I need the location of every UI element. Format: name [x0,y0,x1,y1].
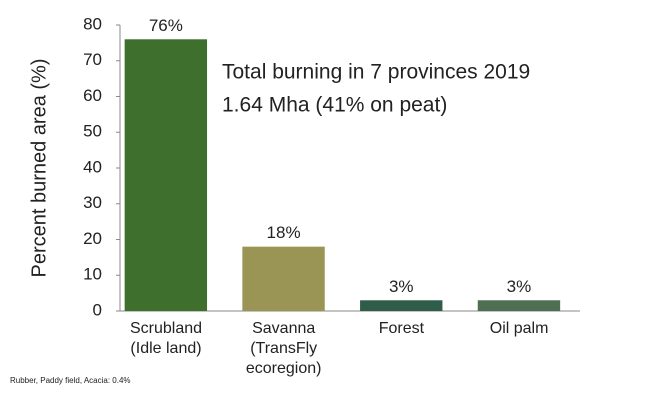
x-tick-label: Forest [378,320,425,337]
x-tick-label: Scrubland (Idle land) [129,320,203,357]
y-tick-label: 60 [83,86,102,105]
bar [477,300,561,311]
y-tick-label: 80 [83,14,102,33]
y-tick-label: 40 [83,157,102,176]
annotation: 1.64 Mha (41% on peat) [222,94,447,117]
y-tick-label: 10 [83,265,102,284]
y-tick-label: 30 [83,193,102,212]
value-label: 3% [389,277,414,296]
footnote: Rubber, Paddy field, Acacia: 0.4% [10,376,131,385]
y-axis-label: Percent burned area (%) [28,58,50,277]
value-label: 18% [267,223,301,242]
bar [242,246,325,311]
bar [360,300,443,311]
y-tick-label: 50 [83,122,102,141]
bar [124,39,208,312]
y-tick-label: 20 [83,229,102,248]
y-tick-label: 0 [93,300,102,319]
x-tick-label: Savanna (TransFly ecoregion) [245,320,322,377]
value-label: 76% [149,16,183,35]
annotation: Total burning in 7 provinces 2019 [222,61,530,84]
y-tick-label: 70 [83,50,102,69]
value-label: 3% [507,277,532,296]
x-tick-label: Oil palm [489,320,549,337]
